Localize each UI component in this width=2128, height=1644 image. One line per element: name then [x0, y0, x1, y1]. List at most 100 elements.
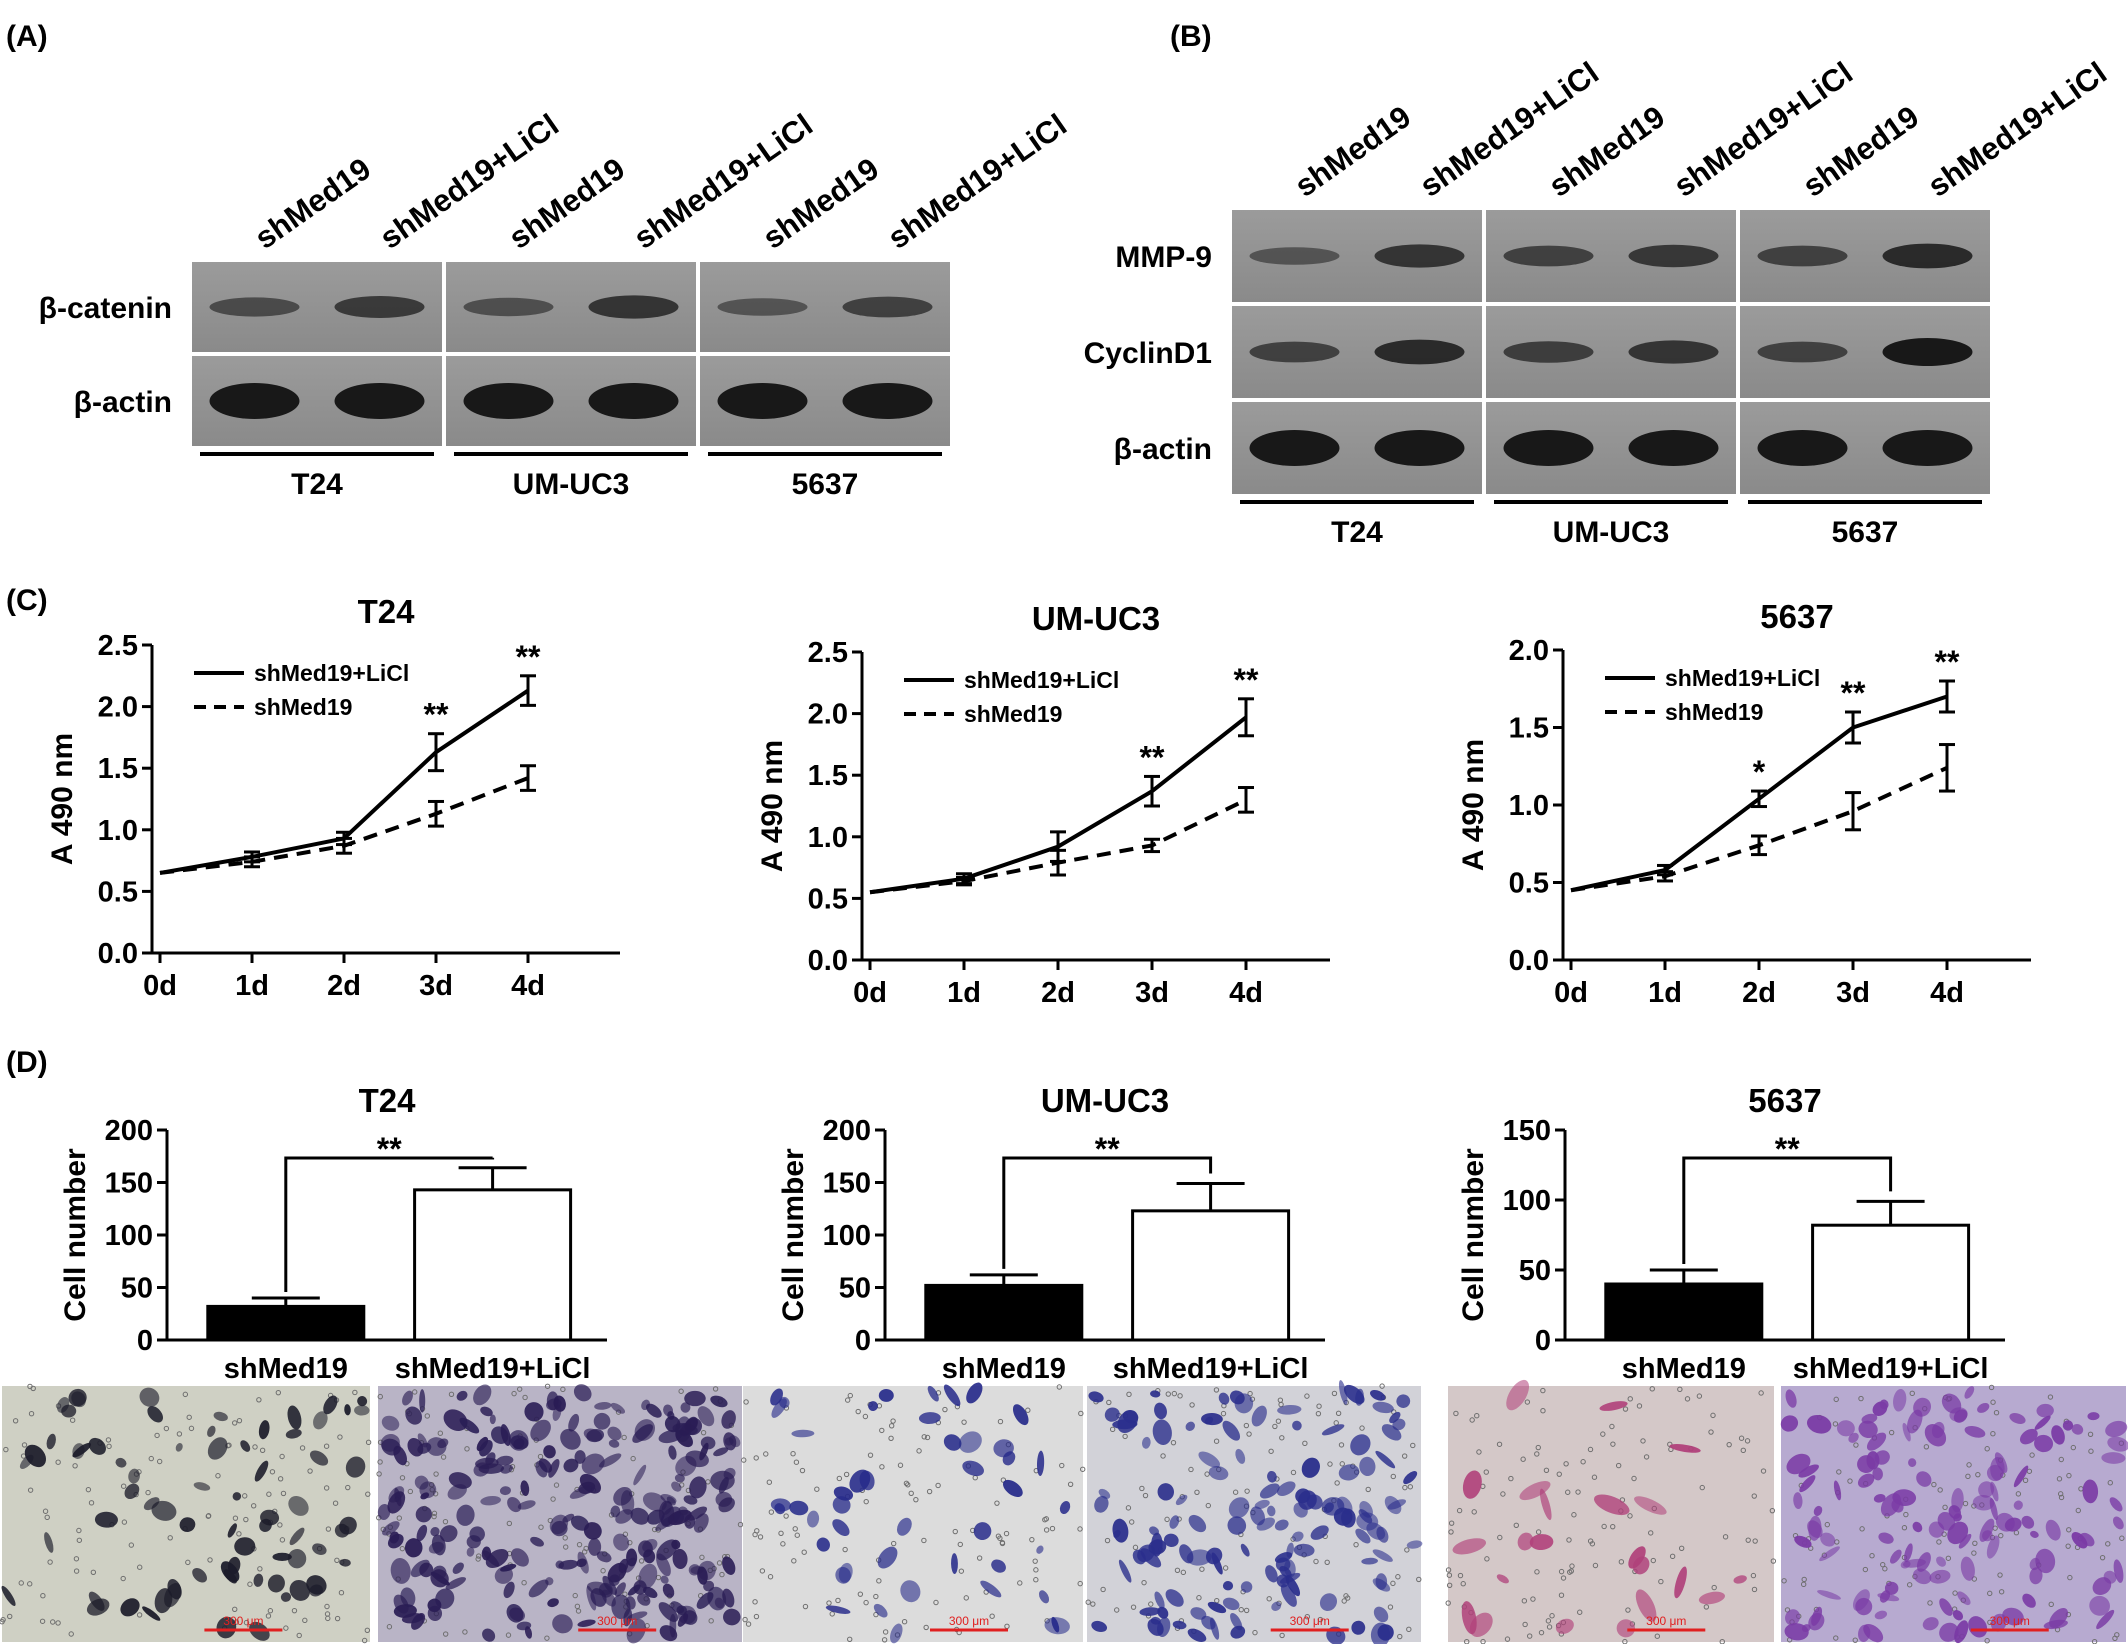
- pore: [1545, 1618, 1552, 1624]
- stained-cell: [1857, 1473, 1875, 1488]
- stained-cell: [1372, 1549, 1393, 1562]
- pore: [1610, 1523, 1616, 1530]
- pore: [1243, 1422, 1250, 1429]
- pore: [766, 1479, 773, 1485]
- stained-cell: [608, 1439, 620, 1448]
- stained-cell: [1811, 1606, 1823, 1626]
- stained-cell: [588, 1538, 602, 1556]
- stained-cell: [680, 1418, 698, 1436]
- stained-cell: [900, 1580, 921, 1603]
- stained-cell: [2071, 1532, 2088, 1549]
- stained-cell: [1104, 1407, 1120, 1422]
- stained-cell: [334, 1523, 350, 1538]
- stained-cell: [789, 1500, 809, 1516]
- stained-cell: [267, 1574, 285, 1593]
- x-tick-label: shMed19: [942, 1353, 1066, 1385]
- y-tick-label: 100: [105, 1220, 153, 1252]
- y-tick-label: 200: [823, 1115, 871, 1147]
- pore: [882, 1629, 889, 1635]
- stained-cell: [1271, 1601, 1282, 1611]
- stained-cell: [480, 1495, 501, 1506]
- pore: [1833, 1635, 1839, 1641]
- pore: [522, 1394, 528, 1401]
- x-tick-label: 4d: [511, 970, 545, 1002]
- pore: [30, 1385, 36, 1392]
- pore: [829, 1611, 835, 1617]
- stained-cell: [1361, 1557, 1378, 1565]
- pore: [699, 1554, 705, 1561]
- pore: [1416, 1576, 1422, 1583]
- pore: [1535, 1529, 1542, 1535]
- pore: [1852, 1637, 1858, 1643]
- pore: [1684, 1396, 1691, 1402]
- stained-cell: [973, 1522, 992, 1541]
- pore: [1170, 1439, 1177, 1446]
- pore: [121, 1519, 128, 1525]
- pore: [999, 1539, 1006, 1546]
- stained-cell: [825, 1605, 851, 1614]
- stained-cell: [896, 1517, 912, 1536]
- stained-cell: [689, 1476, 707, 1499]
- pore: [1397, 1633, 1403, 1640]
- stained-cell: [354, 1405, 370, 1416]
- pore: [1456, 1507, 1463, 1514]
- pore: [1457, 1572, 1464, 1579]
- stained-cell: [594, 1402, 612, 1410]
- invasion-chart-t24: 0 50 100 150 200 shMed19 shMed19+LiCl ** T24 Cell…: [59, 1082, 607, 1385]
- pore: [511, 1390, 517, 1397]
- pore: [324, 1603, 330, 1610]
- pore: [73, 1568, 80, 1574]
- stained-cell: [1902, 1422, 1911, 1442]
- stained-cell: [1187, 1628, 1207, 1642]
- pore: [55, 1620, 61, 1626]
- pore: [1004, 1623, 1010, 1629]
- stained-cell: [142, 1606, 161, 1621]
- pore: [236, 1531, 242, 1537]
- pore: [137, 1564, 143, 1570]
- pore: [1122, 1433, 1128, 1440]
- pore: [799, 1467, 806, 1474]
- stained-cell: [1698, 1591, 1726, 1605]
- band: [588, 295, 679, 319]
- pore: [2066, 1527, 2072, 1533]
- pore: [1390, 1473, 1396, 1480]
- pore: [1744, 1438, 1751, 1444]
- stained-cell: [2013, 1465, 2029, 1488]
- pore: [1003, 1530, 1010, 1537]
- stained-cell: [1878, 1532, 1894, 1544]
- pore: [1445, 1600, 1451, 1606]
- pore: [1984, 1446, 1990, 1452]
- pore: [793, 1459, 800, 1465]
- lane-label: shMed19: [1542, 99, 1671, 204]
- pore: [1888, 1429, 1895, 1436]
- pore: [345, 1484, 351, 1491]
- x-tick-label: 3d: [1135, 977, 1169, 1009]
- pore: [1272, 1423, 1278, 1430]
- pore: [1410, 1442, 1416, 1449]
- pore: [621, 1434, 627, 1441]
- pore: [1862, 1566, 1869, 1573]
- stained-cell: [1292, 1531, 1304, 1542]
- stained-cell: [1941, 1393, 1962, 1414]
- stained-cell: [1211, 1552, 1223, 1575]
- micrograph-background: [743, 1386, 1083, 1642]
- x-tick-label: 3d: [1836, 977, 1870, 1009]
- pore: [1526, 1633, 1533, 1639]
- pore: [47, 1559, 53, 1565]
- pore: [1142, 1492, 1149, 1499]
- stained-cell: [630, 1507, 650, 1525]
- group-label: 5637: [1832, 516, 1899, 549]
- stained-cell: [2043, 1619, 2068, 1630]
- stained-cell: [2022, 1593, 2036, 1608]
- stained-cell: [1794, 1535, 1812, 1548]
- lane-label: shMed19: [756, 151, 885, 256]
- significance-bracket: [284, 1156, 495, 1292]
- pore: [299, 1445, 306, 1451]
- pore: [1543, 1467, 1550, 1473]
- pore: [1331, 1390, 1338, 1397]
- pore: [576, 1541, 583, 1548]
- pore: [961, 1419, 967, 1425]
- band: [463, 297, 554, 317]
- stained-cell: [667, 1411, 675, 1420]
- stained-cell: [687, 1506, 708, 1521]
